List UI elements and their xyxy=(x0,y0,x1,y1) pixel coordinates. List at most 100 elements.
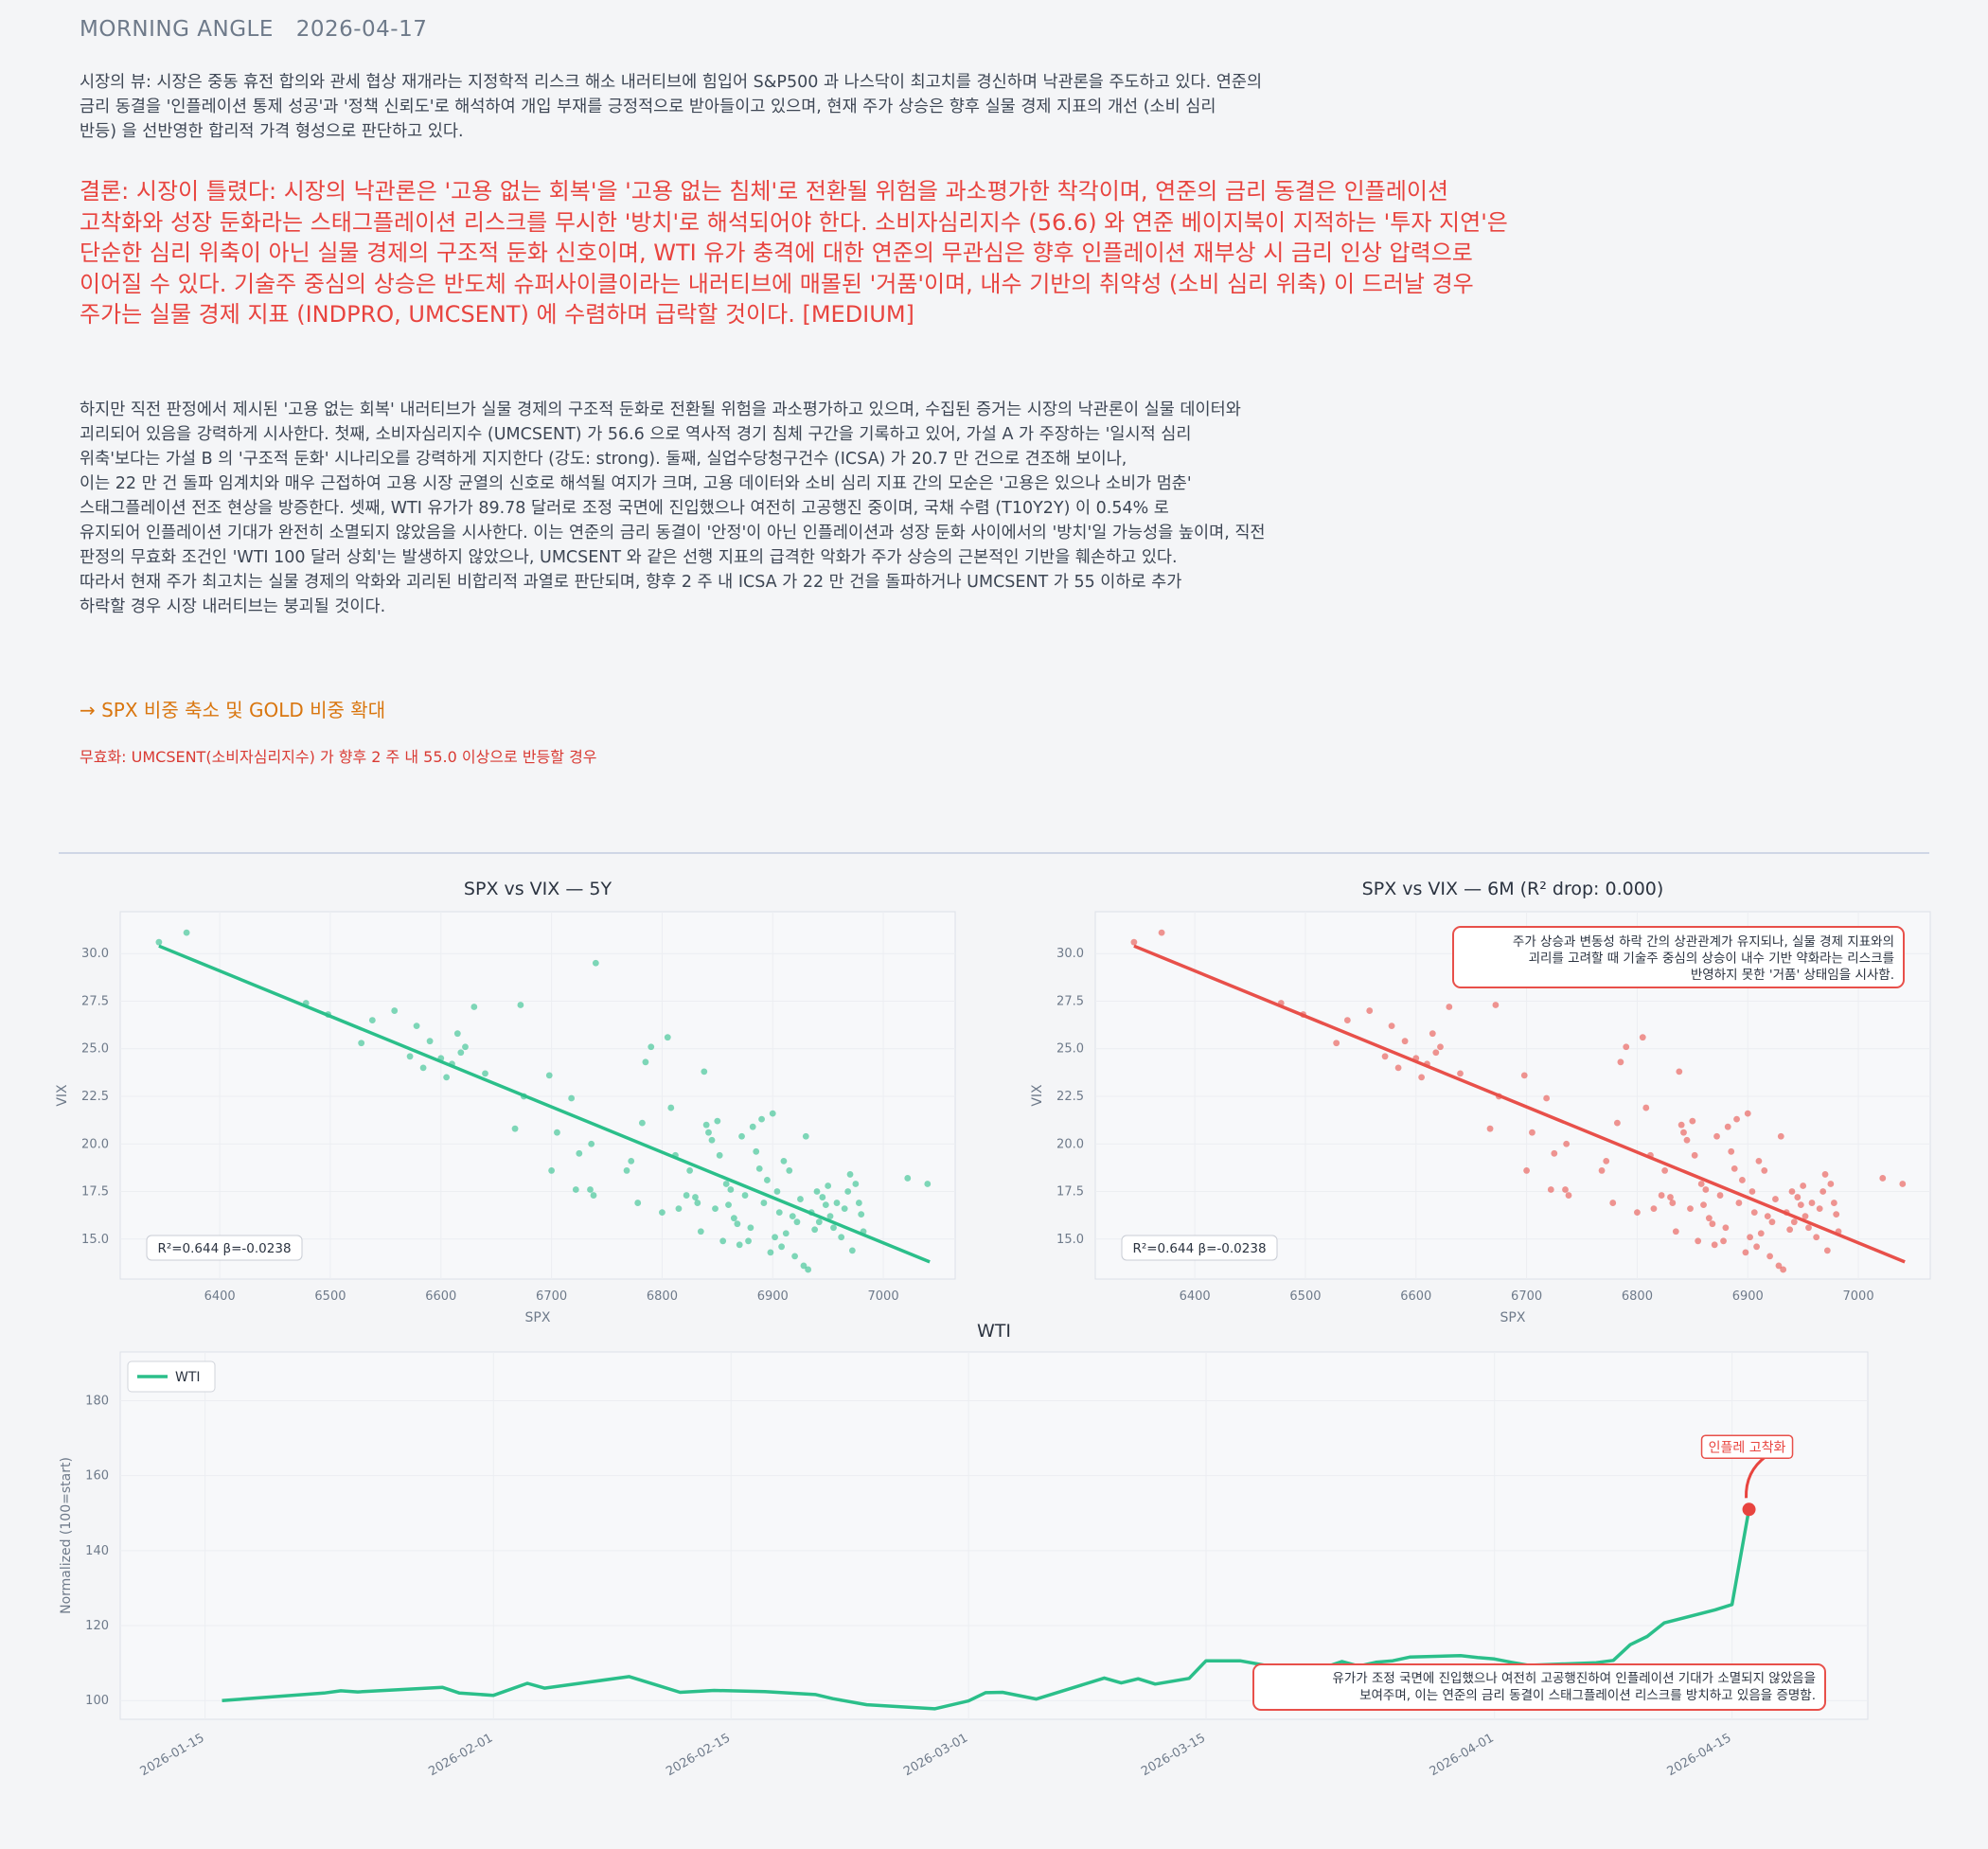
scatter-point xyxy=(1766,1253,1774,1260)
scatter-point xyxy=(791,1253,799,1260)
y-tick-label: 100 xyxy=(85,1694,109,1708)
text-line: 반등) 을 선반영한 합리적 가격 형성으로 판단하고 있다. xyxy=(80,122,464,141)
y-tick-label: 160 xyxy=(85,1469,109,1484)
scatter-point xyxy=(1755,1157,1763,1165)
wti-line-chart: WTI 2026-01-15 2026-02-01 2026-02-15 2026-03… xyxy=(59,1321,1869,1779)
scatter-point xyxy=(470,1004,478,1010)
scatter-point xyxy=(838,1234,845,1241)
action-recommendation: → SPX 비중 축소 및 GOLD 비중 확대 xyxy=(80,699,386,721)
y-axis-label: VIX xyxy=(1030,1084,1045,1107)
scatter-point xyxy=(734,1220,741,1228)
scatter-point xyxy=(406,1053,414,1060)
scatter-point xyxy=(1724,1123,1731,1130)
scatter-point xyxy=(1788,1188,1796,1195)
scatter-point xyxy=(1543,1094,1551,1102)
x-tick-label: 2026-03-15 xyxy=(1139,1731,1208,1779)
x-tick-label: 6500 xyxy=(314,1289,346,1304)
scatter-point xyxy=(852,1181,860,1187)
scatter-point xyxy=(1813,1234,1820,1241)
scatter-point xyxy=(1833,1211,1840,1218)
scatter-point xyxy=(772,1234,778,1241)
legend-box xyxy=(127,1360,216,1393)
scatter-point xyxy=(638,1119,646,1127)
scatter-point xyxy=(413,1022,420,1030)
y-tick-label: 180 xyxy=(85,1394,109,1408)
scatter-point xyxy=(1613,1119,1621,1127)
scatter-point xyxy=(1639,1034,1646,1041)
scatter-point xyxy=(1879,1175,1887,1182)
scatter-point xyxy=(775,1209,783,1217)
chart-title: SPX vs VIX — 5Y xyxy=(464,879,612,899)
scatter-point xyxy=(1520,1072,1528,1079)
scatter-point xyxy=(702,1121,710,1129)
scatter-point xyxy=(675,1205,683,1213)
scatter-point xyxy=(1764,1213,1771,1220)
scatter-point xyxy=(1780,1266,1787,1273)
scatter-point xyxy=(1823,1247,1831,1254)
scatter-point xyxy=(904,1175,912,1182)
scatter-point xyxy=(587,1186,594,1193)
y-tick-label: 140 xyxy=(85,1544,109,1558)
y-tick-label: 30.0 xyxy=(81,947,109,961)
scatter-point xyxy=(1794,1194,1802,1200)
scatter-point xyxy=(1523,1167,1531,1174)
scatter-point xyxy=(1744,1110,1751,1117)
annotation-box xyxy=(1452,926,1905,988)
y-tick-label: 30.0 xyxy=(1056,947,1084,961)
x-tick-label: 2026-04-01 xyxy=(1428,1731,1497,1779)
scatter-point xyxy=(1563,1140,1571,1147)
scatter-point xyxy=(1775,1262,1783,1270)
scatter-point xyxy=(1565,1192,1572,1199)
scatter-point xyxy=(760,1200,768,1206)
scatter-point xyxy=(749,1123,756,1130)
x-tick-label: 6600 xyxy=(1400,1289,1431,1304)
y-axis-label: VIX xyxy=(55,1084,70,1107)
y-tick-label: 22.5 xyxy=(1056,1090,1084,1104)
text-line: 금리 동결을 '인플레이션 통제 성공'과 '정책 신뢰도'로 해석하여 개입 … xyxy=(80,98,1216,116)
scatter-point xyxy=(1739,1177,1746,1183)
stats-label: R²=0.644 β=-0.0238 xyxy=(157,1241,291,1256)
scatter-point xyxy=(848,1247,856,1254)
scatter-point xyxy=(1700,1201,1707,1208)
x-tick-label: 6500 xyxy=(1289,1289,1321,1304)
text-line: 시장의 뷰: 시장은 중동 휴전 합의와 관세 협상 재개라는 지정학적 리스크… xyxy=(80,73,1263,92)
scatter-point xyxy=(1609,1200,1617,1206)
annotation-text: 괴리를 고려할 때 기술주 중심의 상승이 내수 기반 약화라는 리스크를 xyxy=(1529,951,1894,967)
annotation-box xyxy=(1252,1663,1826,1711)
scatter-point xyxy=(576,1149,583,1157)
text-line: 하지만 직전 판정에서 제시된 '고용 없는 회복' 내러티브가 실물 경제의 … xyxy=(80,400,1241,419)
y-tick-label: 17.5 xyxy=(81,1185,109,1200)
scatter-point xyxy=(764,1177,771,1183)
report-header: MORNING ANGLE 2026-04-17 xyxy=(80,17,427,42)
y-tick-label: 25.0 xyxy=(1056,1042,1084,1057)
x-tick-label: 2026-03-01 xyxy=(901,1731,970,1779)
scatter-point xyxy=(572,1186,579,1193)
scatter-point xyxy=(1676,1068,1683,1076)
scatter-point xyxy=(846,1171,854,1178)
scatter-point xyxy=(712,1205,719,1213)
scatter-point xyxy=(1680,1129,1687,1136)
scatter-point xyxy=(1747,1234,1753,1241)
scatter-point xyxy=(1709,1220,1716,1228)
marker-arrow xyxy=(1745,1455,1767,1499)
text-line: 이어질 수 있다. 기술주 중심의 상승은 반도체 슈퍼사이클이라는 내러티브에… xyxy=(80,270,1474,297)
scatter-point xyxy=(782,1230,790,1237)
scatter-point xyxy=(1401,1038,1409,1045)
text-line: 위축'보다는 가설 B 의 '구조적 둔화' 시나리오를 강력하게 지지한다 (… xyxy=(80,450,1127,469)
analysis-paragraph: 하지만 직전 판정에서 제시된 '고용 없는 회복' 내러티브가 실물 경제의 … xyxy=(80,398,1424,619)
scatter-point xyxy=(664,1034,671,1041)
scatter-point xyxy=(797,1196,804,1202)
scatter-point xyxy=(368,1017,376,1023)
y-tick-label: 15.0 xyxy=(1056,1233,1084,1247)
scatter-point xyxy=(1683,1136,1691,1144)
scatter-point xyxy=(1728,1147,1735,1155)
scatter-point xyxy=(568,1094,576,1102)
section-divider xyxy=(59,852,1929,854)
scatter-point xyxy=(1702,1186,1710,1193)
annotation-text: 유가가 조정 국면에 진입했으나 여전히 고공행진하여 인플레이션 기대가 소멸… xyxy=(1332,1671,1816,1686)
marker-point xyxy=(1742,1502,1756,1517)
scatter-point xyxy=(391,1007,399,1014)
scatter-point xyxy=(1437,1043,1444,1051)
scatter-point xyxy=(1697,1181,1705,1187)
scatter-point xyxy=(592,959,599,967)
